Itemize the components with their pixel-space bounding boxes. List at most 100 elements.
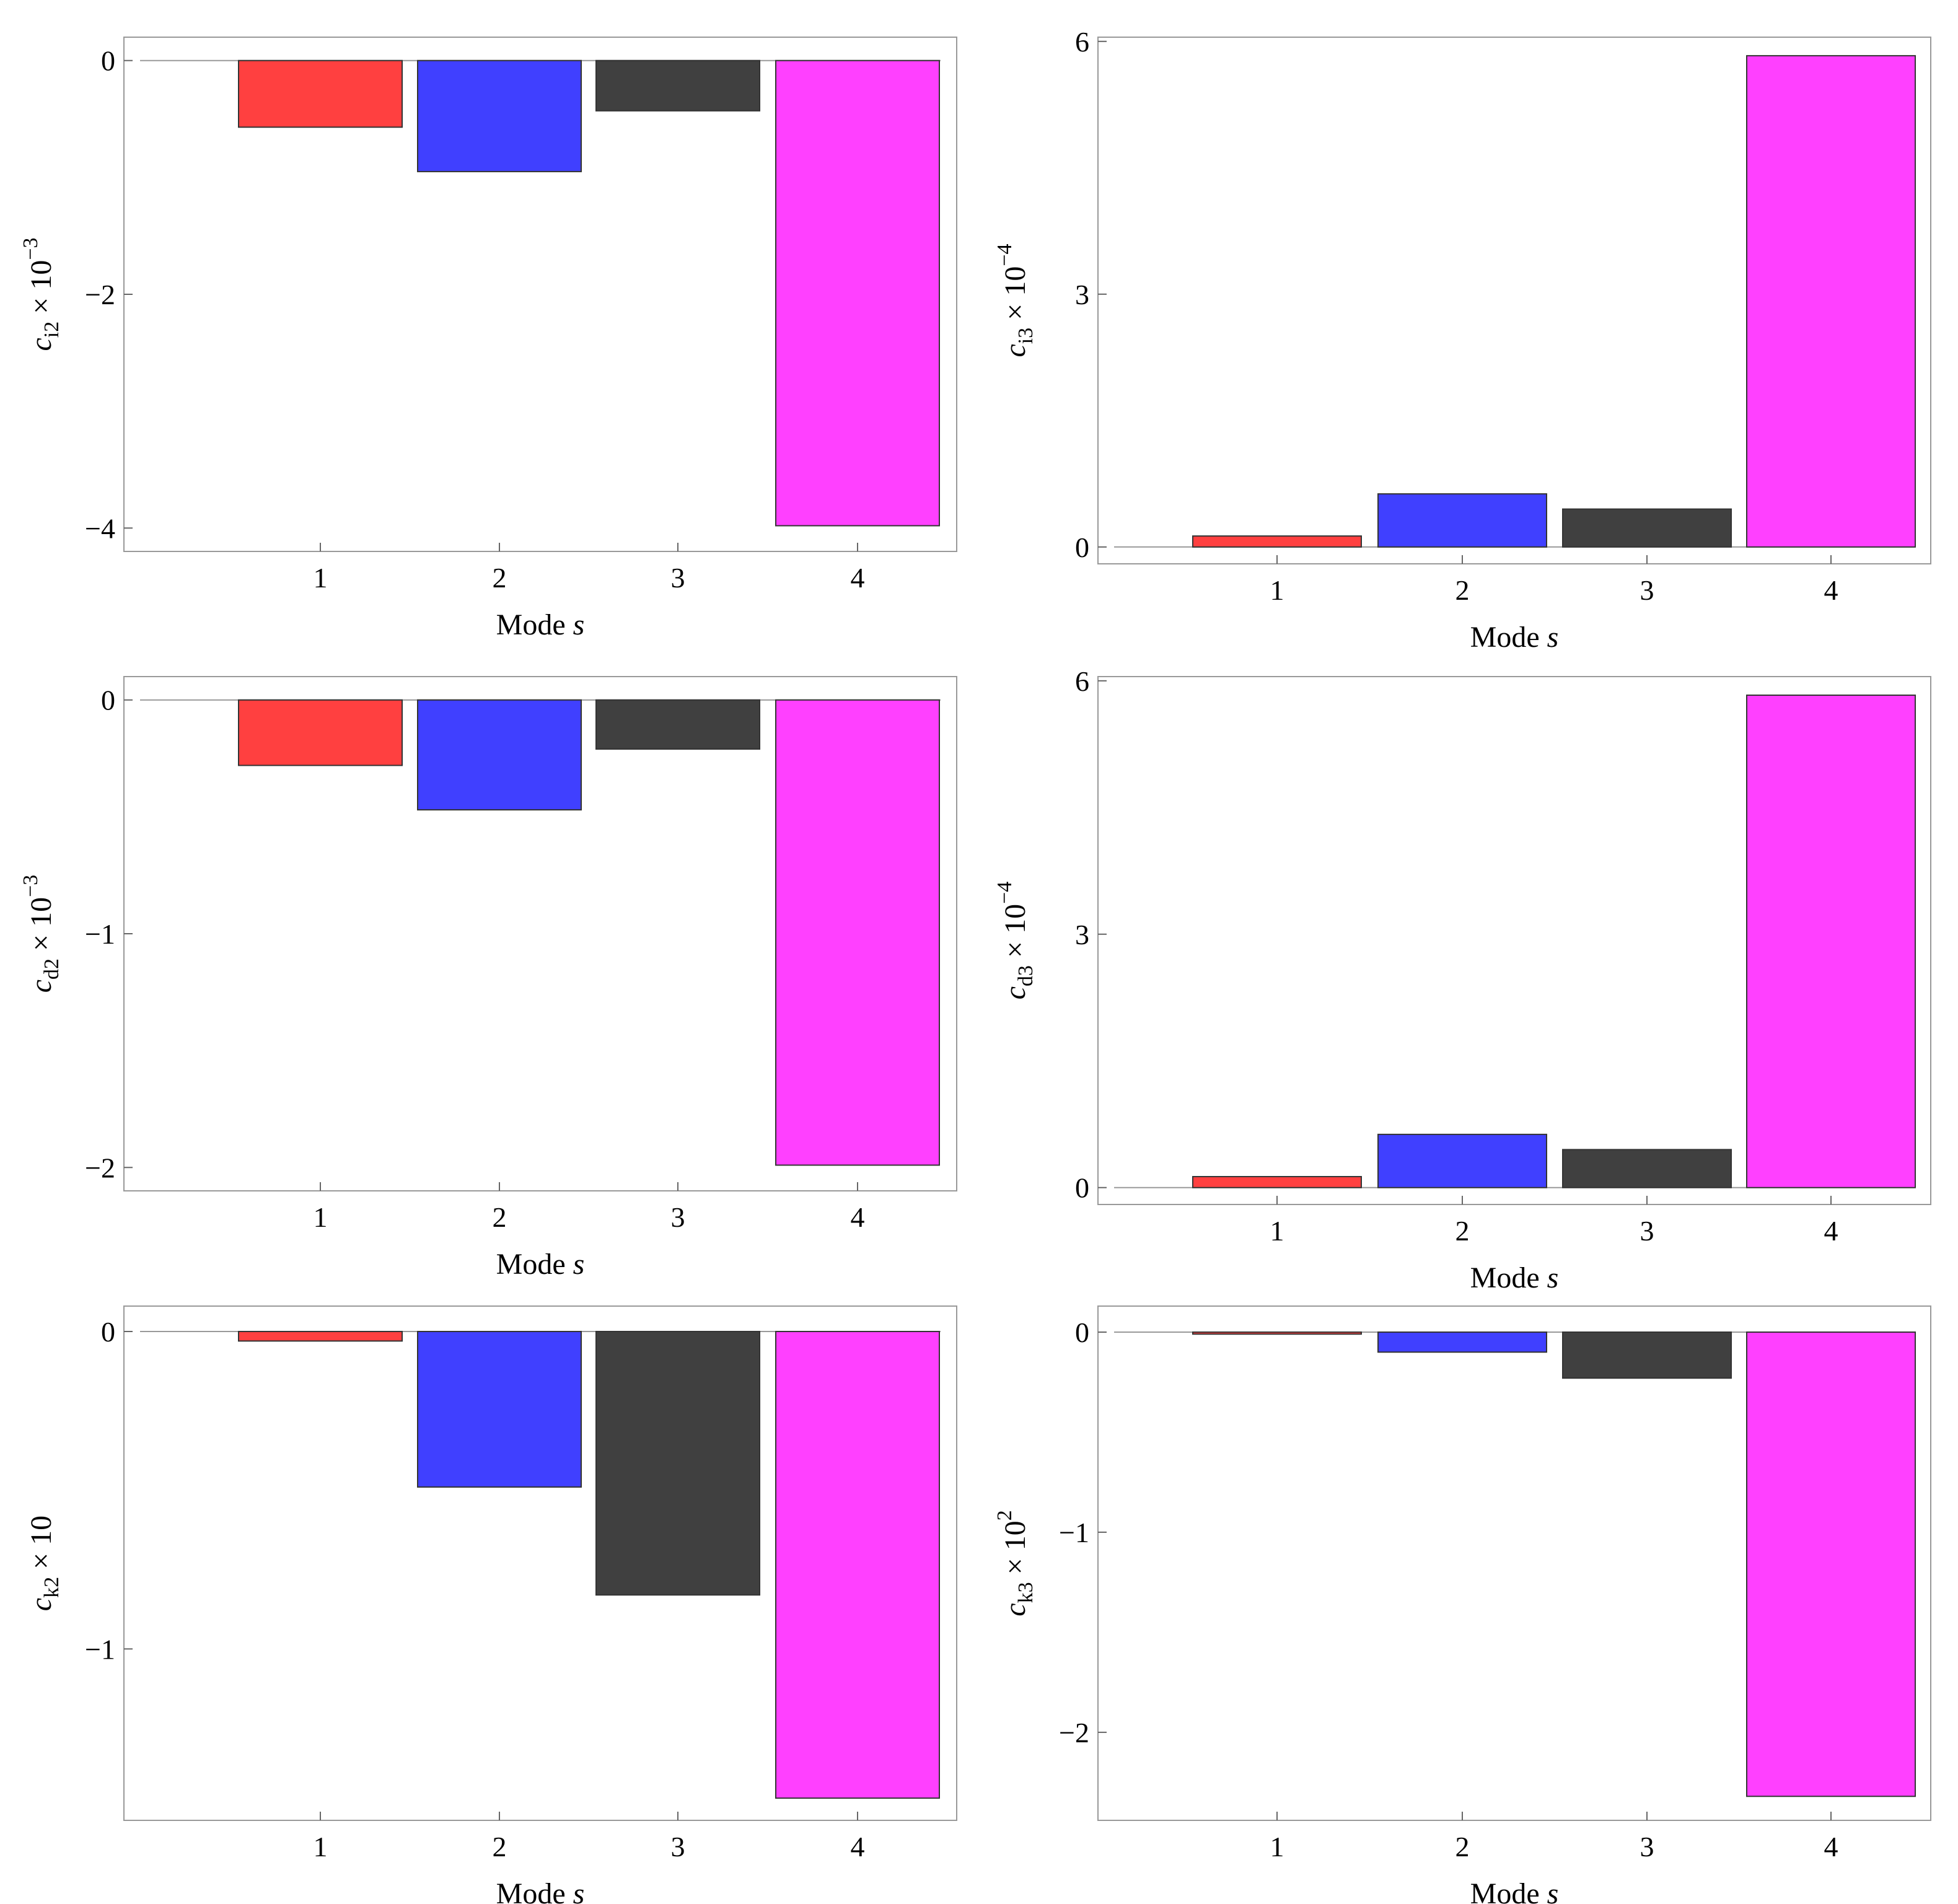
chart-panel-ck2: 0 −1 1 2 3 4 Mode s ck2 × 10 xyxy=(25,1305,957,1904)
y-axis-title-rest: × 10 xyxy=(999,904,1032,965)
bar-mode-4 xyxy=(1746,694,1916,1188)
bar-mode-3 xyxy=(595,699,760,750)
x-tick-label: 4 xyxy=(1824,574,1838,606)
y-tick-label: 6 xyxy=(1075,26,1089,58)
y-axis-title: ck2 × 10 xyxy=(25,1516,63,1611)
y-axis-title-sup: −3 xyxy=(19,237,42,260)
y-axis-title-rest: × 10 xyxy=(999,266,1032,328)
x-axis-title: Mode s xyxy=(496,1248,585,1281)
plot-frame xyxy=(1097,1305,1931,1821)
bar-mode-1 xyxy=(1192,1331,1362,1335)
y-tick-label: −1 xyxy=(85,1633,115,1665)
x-axis-title-var: s xyxy=(1547,1877,1559,1904)
y-tick-label: −2 xyxy=(1059,1717,1089,1748)
y-axis-title-sub: i3 xyxy=(1014,328,1037,344)
bar-mode-3 xyxy=(595,1330,760,1596)
x-tick-label: 1 xyxy=(1270,574,1284,606)
y-axis-title: ci2 × 10−3 xyxy=(19,237,63,351)
y-axis-title-sup: 2 xyxy=(993,1510,1016,1520)
y-axis-title-sub: d2 xyxy=(40,959,63,980)
y-tick-label: 3 xyxy=(1075,919,1089,950)
y-tick-label: −2 xyxy=(85,279,115,310)
y-axis-title-rest: × 10 xyxy=(25,260,58,322)
x-tick-label: 3 xyxy=(1640,574,1654,606)
bar-mode-1 xyxy=(1192,535,1362,548)
bar-mode-2 xyxy=(417,699,582,811)
x-tick-label: 4 xyxy=(1824,1215,1838,1247)
y-axis-title-rest: × 10 xyxy=(25,897,58,959)
x-axis-title-var: s xyxy=(573,1877,585,1904)
y-axis-title-var: c xyxy=(999,344,1032,357)
y-axis-title-sup: −3 xyxy=(19,875,42,897)
plot-frame xyxy=(1097,676,1931,1205)
x-axis-title: Mode s xyxy=(1470,1877,1559,1904)
y-axis-title-var: c xyxy=(999,1603,1032,1616)
bar-mode-3 xyxy=(1562,1149,1732,1188)
y-tick-label: 0 xyxy=(1075,532,1089,563)
x-tick-label: 4 xyxy=(851,1201,865,1233)
x-tick-label: 3 xyxy=(1640,1831,1654,1862)
y-axis-title-sub: k2 xyxy=(40,1577,63,1598)
y-axis-title-sub: d3 xyxy=(1014,965,1037,986)
x-axis-title-main: Mode xyxy=(496,1248,573,1281)
x-tick-label: 2 xyxy=(1455,574,1470,606)
bar-mode-4 xyxy=(1746,55,1916,548)
x-tick-label: 3 xyxy=(1640,1215,1654,1247)
plot-frame xyxy=(123,1305,957,1821)
bar-mode-2 xyxy=(417,59,582,172)
x-tick-label: 1 xyxy=(1270,1831,1284,1862)
x-axis-title-var: s xyxy=(1547,1261,1559,1294)
bar-mode-4 xyxy=(775,699,940,1166)
x-tick-label: 4 xyxy=(1824,1831,1838,1862)
x-tick-label: 1 xyxy=(314,1201,328,1233)
bar-mode-1 xyxy=(1192,1176,1362,1188)
x-axis-title-main: Mode xyxy=(1470,1877,1547,1904)
y-tick-label: 0 xyxy=(1075,1317,1089,1348)
x-tick-label: 1 xyxy=(314,562,328,594)
y-axis-title-rest: × 10 xyxy=(999,1520,1032,1582)
bar-mode-2 xyxy=(1377,1331,1547,1353)
x-tick-label: 4 xyxy=(851,1831,865,1862)
x-tick-label: 1 xyxy=(1270,1215,1284,1247)
chart-panel-ci3: 0 3 6 1 2 3 4 Mode s ci3 × 10−4 xyxy=(993,26,1931,654)
y-axis-title-sup: −4 xyxy=(993,243,1016,266)
y-axis-title: ck3 × 102 xyxy=(993,1510,1037,1616)
bar-mode-4 xyxy=(1746,1331,1916,1797)
bar-mode-4 xyxy=(775,59,940,527)
y-tick-label: −1 xyxy=(85,918,115,950)
x-axis-title: Mode s xyxy=(1470,1261,1559,1294)
x-tick-label: 2 xyxy=(1455,1215,1470,1247)
x-tick-label: 2 xyxy=(493,1201,507,1233)
bar-mode-1 xyxy=(238,1330,403,1342)
bar-mode-2 xyxy=(1377,493,1547,548)
bar-mode-4 xyxy=(775,1330,940,1799)
x-tick-label: 2 xyxy=(1455,1831,1470,1862)
x-tick-label: 3 xyxy=(671,1831,685,1862)
bar-mode-3 xyxy=(595,59,760,112)
y-tick-label: 0 xyxy=(101,685,115,716)
x-tick-label: 1 xyxy=(314,1831,328,1862)
y-tick-label: 0 xyxy=(101,1316,115,1348)
y-axis-title-var: c xyxy=(999,986,1032,999)
y-axis-title: cd2 × 10−3 xyxy=(19,875,63,993)
x-tick-label: 2 xyxy=(493,1831,507,1862)
x-axis-title: Mode s xyxy=(496,1877,585,1904)
chart-panel-ci2: 0 −2 −4 1 2 3 4 Mode s ci2 × 10−3 xyxy=(19,37,957,641)
bar-mode-2 xyxy=(417,1330,582,1488)
y-tick-label: 0 xyxy=(101,45,115,77)
bar-mode-3 xyxy=(1562,508,1732,548)
x-axis-title-var: s xyxy=(573,608,585,641)
bar-mode-1 xyxy=(238,59,403,128)
y-axis-title: cd3 × 10−4 xyxy=(993,882,1037,1000)
y-tick-label: 3 xyxy=(1075,279,1089,310)
y-axis-title-var: c xyxy=(25,980,58,993)
x-axis-title: Mode s xyxy=(496,608,585,641)
chart-panel-cd3: 0 3 6 1 2 3 4 Mode s cd3 × 10−4 xyxy=(993,665,1931,1294)
x-axis-title-main: Mode xyxy=(1470,621,1547,654)
bar-mode-2 xyxy=(1377,1133,1547,1188)
y-tick-label: −2 xyxy=(85,1152,115,1183)
y-axis-title: ci3 × 10−4 xyxy=(993,243,1037,357)
y-axis-title-sup: −4 xyxy=(993,882,1016,904)
y-axis-title-sub: k3 xyxy=(1014,1582,1037,1603)
